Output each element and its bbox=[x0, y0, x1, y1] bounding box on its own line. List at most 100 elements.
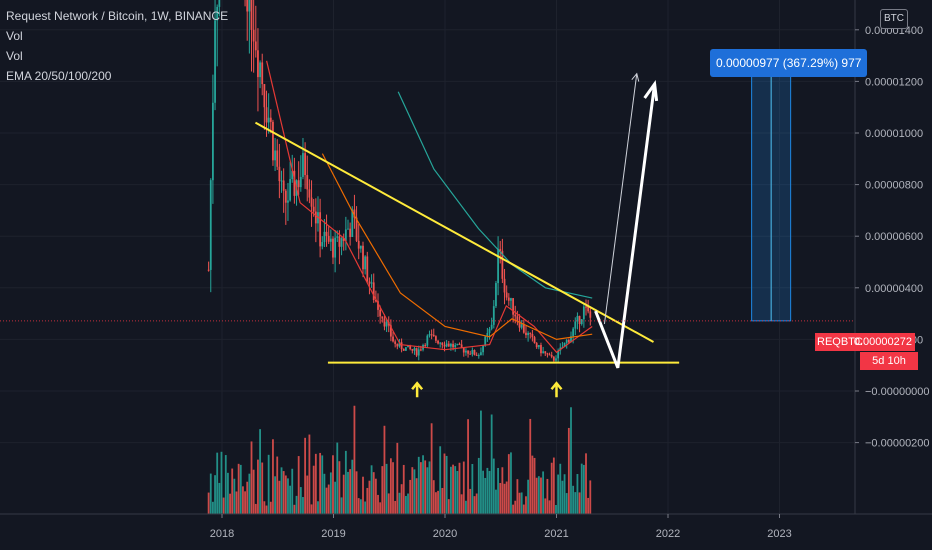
indicator-ema[interactable]: EMA 20/50/100/200 bbox=[6, 69, 112, 83]
candle-body bbox=[362, 245, 364, 270]
volume-bar bbox=[580, 463, 583, 514]
volume-bar bbox=[473, 496, 476, 514]
price-candles bbox=[207, 0, 592, 363]
candle-body bbox=[323, 231, 326, 243]
volume-bar bbox=[257, 459, 259, 514]
volume-bar bbox=[525, 496, 527, 514]
candle-body bbox=[512, 298, 515, 315]
candle-body bbox=[284, 190, 287, 203]
volume-bar bbox=[280, 467, 283, 514]
volume-bar bbox=[413, 469, 416, 514]
candle-body bbox=[344, 229, 347, 241]
current-price-value: 0.00000272 bbox=[853, 336, 912, 348]
candle-body bbox=[302, 153, 304, 177]
candle-body bbox=[340, 238, 343, 247]
candle-body bbox=[355, 217, 358, 241]
candle-body bbox=[366, 256, 369, 282]
volume-bar bbox=[372, 472, 375, 514]
candle-body bbox=[357, 240, 360, 249]
volume-bar bbox=[272, 439, 274, 514]
candle-body bbox=[310, 197, 313, 207]
volume-bar bbox=[561, 480, 564, 514]
volume-bar bbox=[488, 470, 491, 514]
candle-body bbox=[565, 340, 568, 343]
symbol-title[interactable]: Request Network / Bitcoin, 1W, BINANCE bbox=[6, 9, 229, 23]
candle-body bbox=[452, 343, 454, 348]
current-price-symbol: REQBTC bbox=[817, 336, 863, 348]
candle-body bbox=[327, 235, 330, 242]
support-marker-arrowhead bbox=[550, 381, 563, 391]
volume-bar bbox=[507, 454, 510, 514]
price-tick-label: 0.00001400 bbox=[865, 25, 923, 37]
candle-body bbox=[582, 306, 585, 320]
volume-bar bbox=[282, 471, 285, 514]
candle-body bbox=[407, 345, 409, 348]
volume-bar bbox=[490, 414, 493, 514]
volume-bar bbox=[357, 498, 360, 514]
candle-body bbox=[467, 350, 469, 354]
volume-bar bbox=[297, 456, 300, 514]
candle-body bbox=[332, 238, 334, 258]
candle-body bbox=[289, 179, 292, 201]
volume-bar bbox=[499, 482, 502, 514]
volume-bar bbox=[347, 471, 349, 514]
candle-body bbox=[276, 150, 279, 167]
candle-body bbox=[209, 180, 212, 270]
volume-bar bbox=[368, 480, 371, 514]
volume-bar bbox=[216, 452, 219, 514]
indicator-volume-2[interactable]: Vol bbox=[6, 49, 23, 63]
grid bbox=[0, 0, 855, 514]
candle-body bbox=[572, 328, 575, 337]
currency-button[interactable]: BTC bbox=[880, 9, 908, 29]
volume-bar bbox=[295, 495, 298, 514]
volume-bar bbox=[267, 454, 270, 514]
volume-bar bbox=[381, 466, 384, 514]
volume-bar bbox=[321, 455, 324, 514]
candle-body bbox=[353, 209, 356, 218]
volume-bar bbox=[555, 504, 557, 514]
volume-bar bbox=[520, 492, 523, 514]
volume-bar bbox=[319, 452, 322, 514]
volume-bar bbox=[265, 505, 268, 514]
volume-bar bbox=[535, 477, 538, 514]
candle-body bbox=[282, 180, 285, 191]
volume-bar bbox=[222, 497, 225, 514]
candle-body bbox=[280, 180, 283, 182]
volume-bar bbox=[411, 467, 414, 514]
volume-bar bbox=[576, 474, 579, 514]
bar-countdown: 5d 10h bbox=[860, 352, 918, 370]
indicator-volume[interactable]: Vol bbox=[6, 29, 23, 43]
volume-bar bbox=[570, 407, 572, 514]
volume-bar bbox=[377, 494, 379, 514]
volume-bar bbox=[291, 468, 294, 514]
volume-bar bbox=[574, 492, 577, 514]
candle-body bbox=[585, 306, 587, 308]
volume-bar bbox=[366, 487, 369, 514]
ema-lines bbox=[266, 60, 593, 354]
ema-line bbox=[397, 91, 593, 299]
candle-body bbox=[587, 306, 590, 312]
volume-bar bbox=[342, 474, 345, 514]
candle-body bbox=[484, 336, 487, 346]
candle-body bbox=[214, 20, 216, 103]
candle-body bbox=[450, 343, 452, 347]
volume-bar bbox=[516, 479, 519, 514]
candle-body bbox=[248, 0, 251, 12]
volume-bar bbox=[589, 480, 592, 514]
volume-bar bbox=[242, 486, 244, 514]
volume-bar bbox=[422, 455, 424, 514]
volume-bar bbox=[349, 469, 352, 514]
volume-bar bbox=[432, 480, 435, 514]
candle-body bbox=[527, 333, 530, 336]
candle-body bbox=[252, 29, 255, 42]
candle-body bbox=[426, 335, 429, 346]
volume-bar bbox=[572, 485, 575, 514]
candle-body bbox=[404, 347, 407, 351]
volume-bar bbox=[392, 462, 394, 514]
candle-body bbox=[287, 200, 289, 203]
volume-bar bbox=[370, 465, 373, 514]
candle-body bbox=[458, 343, 461, 345]
volume-bar bbox=[557, 474, 560, 514]
volume-bar bbox=[518, 492, 521, 514]
